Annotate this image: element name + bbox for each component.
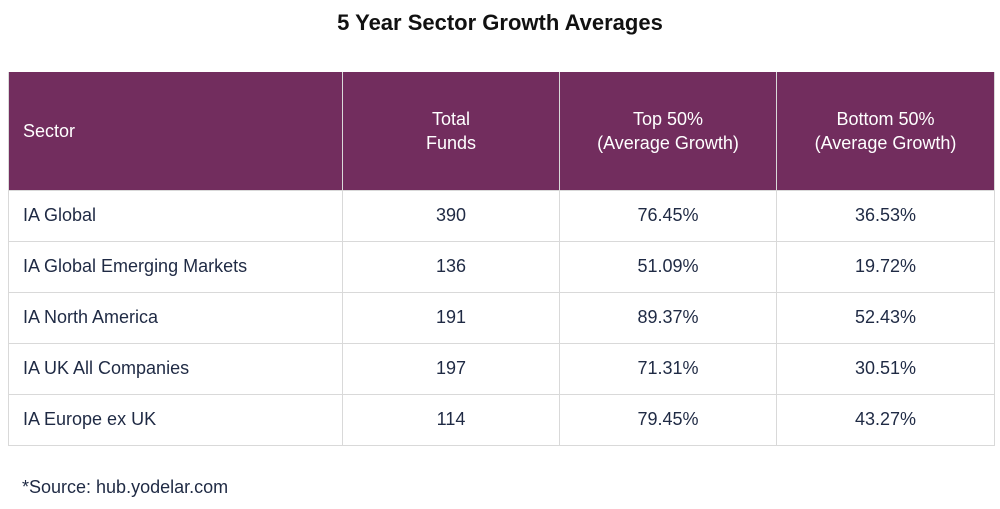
cell-total-funds: 114 [342,393,560,446]
cell-top-50: 51.09% [559,240,777,293]
header-bottom-50: Bottom 50% (Average Growth) [776,72,995,191]
table-header-row: Sector Total Funds Top 50% (Average Grow… [8,72,995,191]
cell-top-50: 79.45% [559,393,777,446]
cell-total-funds: 136 [342,240,560,293]
cell-bottom-50: 19.72% [776,240,995,293]
table-row: IA North America 191 89.37% 52.43% [8,291,995,344]
cell-total-funds: 191 [342,291,560,344]
table-row: IA Global Emerging Markets 136 51.09% 19… [8,240,995,293]
cell-sector: IA UK All Companies [8,342,343,395]
cell-top-50: 89.37% [559,291,777,344]
cell-bottom-50: 52.43% [776,291,995,344]
cell-total-funds: 197 [342,342,560,395]
table-row: IA Europe ex UK 114 79.45% 43.27% [8,393,995,446]
cell-sector: IA North America [8,291,343,344]
cell-sector: IA Europe ex UK [8,393,343,446]
cell-bottom-50: 43.27% [776,393,995,446]
header-total-funds: Total Funds [342,72,560,191]
cell-bottom-50: 30.51% [776,342,995,395]
cell-bottom-50: 36.53% [776,189,995,242]
table-row: IA Global 390 76.45% 36.53% [8,189,995,242]
header-top-50: Top 50% (Average Growth) [559,72,777,191]
cell-top-50: 71.31% [559,342,777,395]
page-title: 5 Year Sector Growth Averages [337,10,663,35]
table-row: IA UK All Companies 197 71.31% 30.51% [8,342,995,395]
cell-top-50: 76.45% [559,189,777,242]
cell-sector: IA Global [8,189,343,242]
cell-total-funds: 390 [342,189,560,242]
cell-sector: IA Global Emerging Markets [8,240,343,293]
sector-growth-table: Sector Total Funds Top 50% (Average Grow… [8,72,995,446]
header-sector: Sector [8,72,343,191]
source-note: *Source: hub.yodelar.com [22,477,229,497]
